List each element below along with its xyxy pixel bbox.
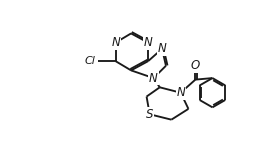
Text: N: N <box>149 72 157 85</box>
Text: N: N <box>111 36 119 49</box>
Text: N: N <box>157 42 166 55</box>
Text: S: S <box>145 108 153 121</box>
Text: Cl: Cl <box>84 56 95 66</box>
Text: N: N <box>143 36 152 49</box>
Text: N: N <box>176 86 184 99</box>
Text: O: O <box>190 59 199 72</box>
